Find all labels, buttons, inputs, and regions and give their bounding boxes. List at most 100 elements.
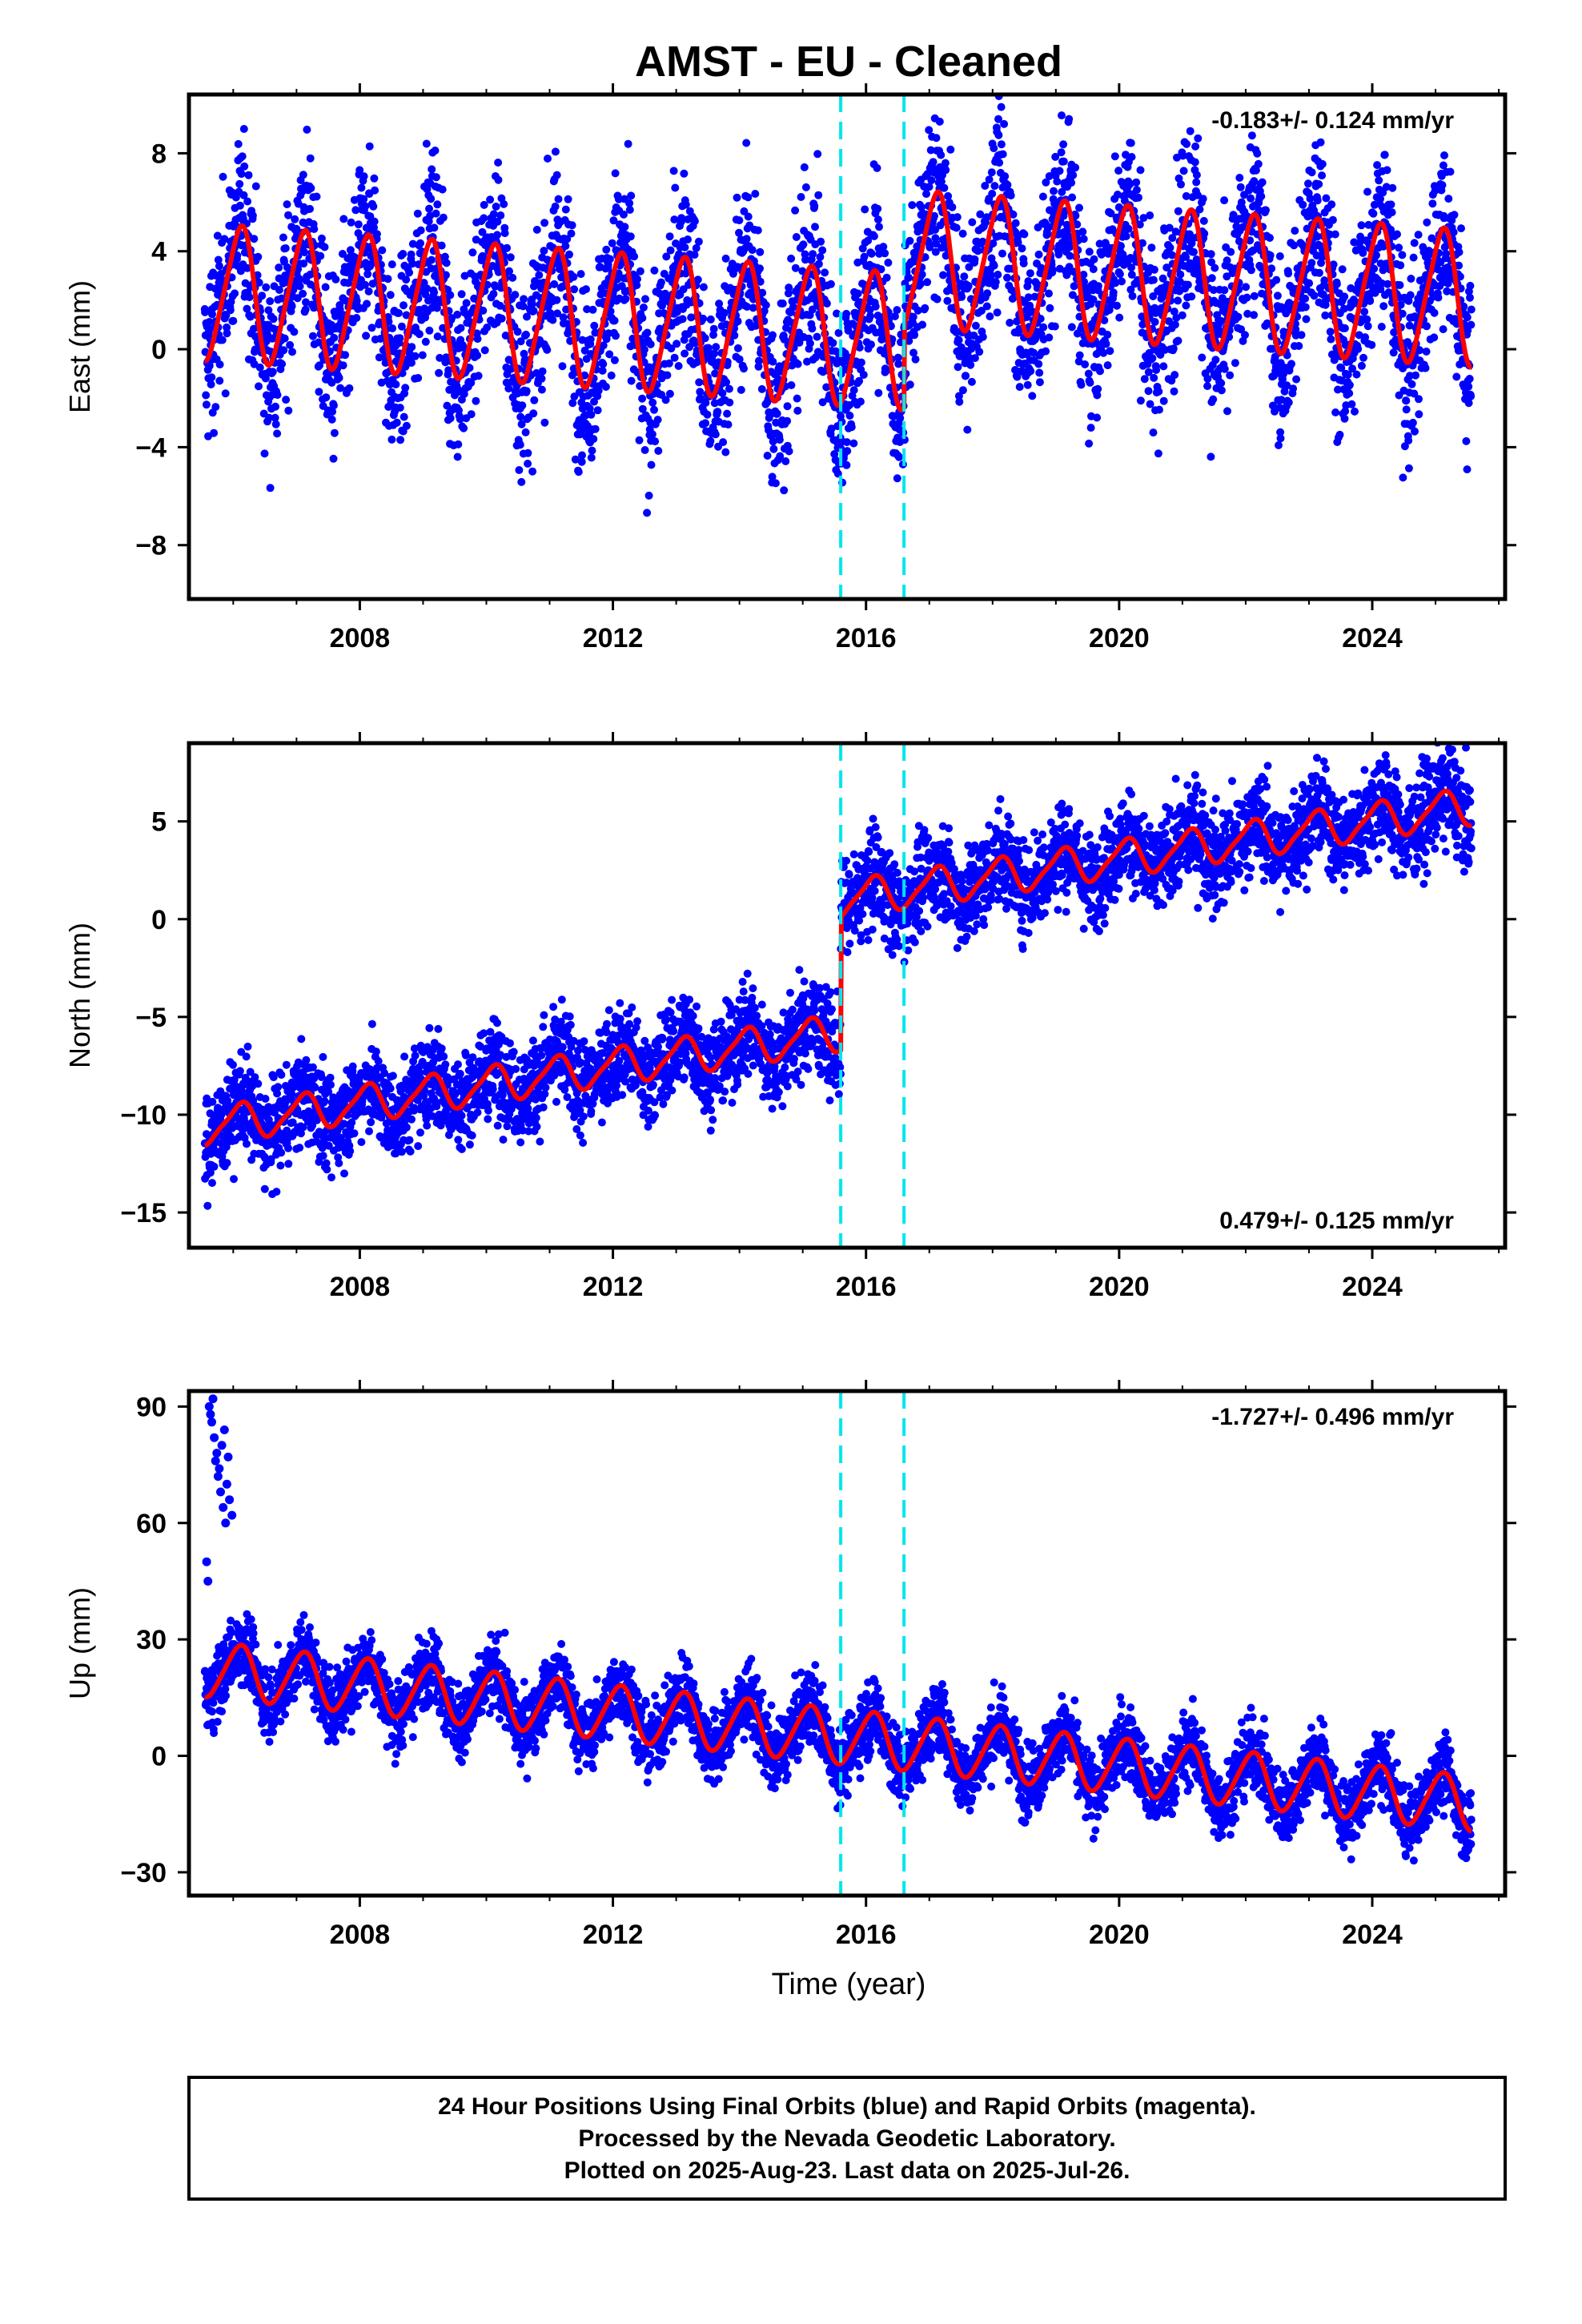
east-data-point [971, 321, 980, 330]
east-data-point [1073, 220, 1082, 229]
east-data-point [271, 413, 279, 422]
east-data-point [829, 339, 837, 348]
east-data-point [395, 309, 403, 317]
east-data-point [1106, 347, 1114, 356]
east-data-point [1379, 302, 1388, 311]
east-data-point [756, 264, 764, 273]
east-data-point [1058, 111, 1066, 120]
east-data-point [1003, 180, 1012, 189]
east-data-point [1301, 294, 1310, 303]
east-data-point [548, 316, 557, 324]
east-data-point [990, 182, 999, 191]
east-data-point [1356, 232, 1365, 241]
east-data-point [1042, 347, 1050, 356]
east-data-point [785, 283, 793, 292]
east-data-point [1154, 387, 1163, 396]
east-data-point [1058, 187, 1066, 196]
east-data-point [1247, 266, 1255, 275]
east-data-point [632, 281, 641, 290]
east-data-point [713, 408, 722, 416]
east-data-point [1079, 235, 1088, 243]
east-data-point [402, 311, 411, 320]
east-data-point [1122, 232, 1130, 240]
east-data-point [1144, 368, 1153, 376]
north-data-point [229, 1060, 237, 1069]
east-data-point [822, 300, 831, 308]
east-data-point [468, 248, 477, 257]
east-data-point [998, 150, 1007, 159]
east-data-point [709, 331, 717, 340]
east-data-point [911, 355, 920, 364]
east-data-point [1402, 405, 1411, 414]
east-data-point [1192, 171, 1201, 179]
east-data-point [771, 479, 780, 488]
east-data-point [1247, 131, 1256, 140]
east-data-point [721, 254, 730, 263]
east-data-point [567, 229, 576, 238]
east-data-point [1220, 364, 1229, 373]
east-data-point [467, 379, 476, 387]
east-data-point [1276, 428, 1285, 436]
east-data-point [435, 368, 444, 377]
east-data-point [696, 388, 705, 396]
east-data-point [754, 362, 763, 371]
east-data-point [1307, 168, 1316, 177]
east-data-point [547, 309, 556, 318]
east-data-point [1382, 183, 1391, 191]
east-data-point [1341, 407, 1350, 416]
east-data-point [869, 232, 878, 240]
east-data-point [1036, 315, 1045, 323]
east-data-point [1053, 177, 1062, 186]
east-data-point [1379, 188, 1387, 197]
east-data-point [1263, 319, 1271, 328]
east-data-point [954, 336, 963, 344]
east-data-point [1168, 251, 1176, 259]
east-data-point [1268, 344, 1277, 353]
east-data-point [627, 376, 636, 385]
east-data-point [706, 315, 715, 324]
east-data-point [833, 359, 841, 368]
east-data-point [1111, 279, 1120, 287]
east-data-point [1370, 264, 1379, 273]
east-data-point [320, 243, 329, 251]
east-data-point [387, 260, 396, 269]
east-data-point [722, 378, 730, 387]
east-data-point [1241, 331, 1249, 340]
east-data-point [1075, 203, 1083, 212]
east-data-point [235, 179, 244, 188]
east-data-point [569, 272, 578, 281]
east-data-point [233, 251, 242, 259]
east-data-point [1226, 371, 1235, 380]
east-data-point [1066, 251, 1074, 260]
east-data-point [310, 225, 319, 233]
east-data-point [1415, 410, 1423, 419]
east-data-point [598, 366, 607, 375]
east-data-point [827, 424, 836, 433]
east-data-point [1030, 348, 1038, 357]
east-data-point [1159, 396, 1168, 405]
east-data-point [769, 437, 777, 446]
east-data-point [402, 421, 411, 430]
east-data-point [1464, 399, 1473, 408]
east-data-point [937, 177, 946, 186]
north-data-point [308, 1121, 317, 1130]
east-data-point [1354, 344, 1363, 353]
east-data-point [516, 337, 525, 346]
east-data-point [1068, 291, 1077, 300]
east-data-point [982, 302, 991, 311]
east-data-point [577, 457, 586, 466]
east-data-point [1284, 269, 1293, 278]
east-data-point [1170, 320, 1179, 329]
east-data-point [725, 384, 733, 393]
east-data-point [772, 418, 781, 427]
east-data-point [789, 303, 797, 312]
east-data-point [1367, 340, 1376, 349]
east-data-point [295, 275, 303, 284]
east-data-point [1345, 389, 1354, 398]
east-data-point [1366, 296, 1375, 305]
east-data-point [1117, 242, 1125, 251]
east-data-point [1170, 371, 1179, 380]
east-data-point [1127, 263, 1136, 271]
east-data-point [962, 372, 970, 380]
